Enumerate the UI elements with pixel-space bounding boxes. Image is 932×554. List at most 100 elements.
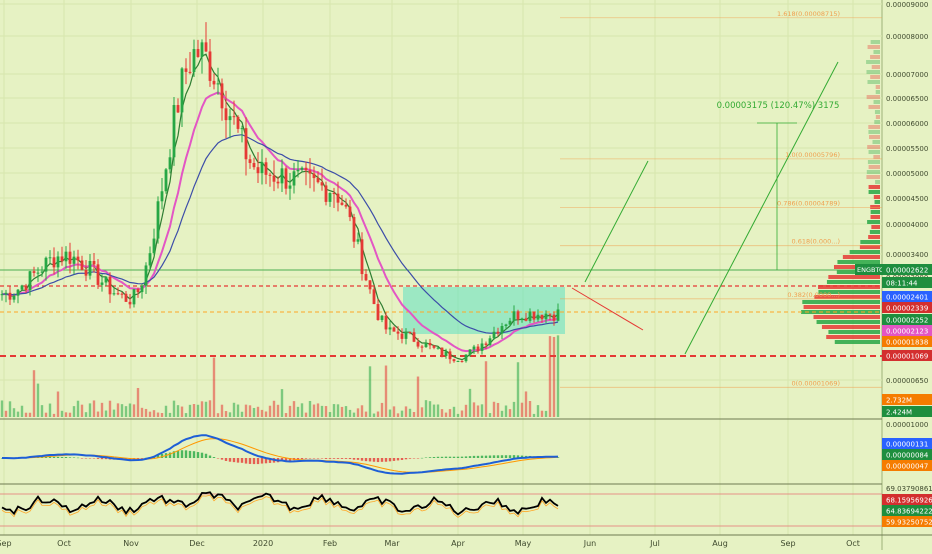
candle-body <box>48 257 52 259</box>
macd-pane[interactable]: 0.00001000 <box>0 421 929 475</box>
macd-histogram-bar <box>456 456 460 458</box>
macd-histogram-bar <box>232 458 236 463</box>
volume-bar <box>476 405 480 417</box>
candle-body <box>220 83 224 109</box>
time-tick-0[interactable]: Sep <box>0 539 12 548</box>
macd-histogram-bar <box>452 456 456 458</box>
candle-body <box>196 49 200 57</box>
profile-bar <box>868 185 880 189</box>
volume-bar <box>136 387 140 417</box>
profile-bar <box>867 160 880 164</box>
candle-body <box>388 327 392 330</box>
rsi-pane[interactable]: 69.03790861 <box>0 485 932 527</box>
macd-histogram-bar <box>76 457 80 459</box>
macd-axis-top: 0.00001000 <box>886 421 928 429</box>
price-tick-9: 0.00003400 <box>886 251 928 259</box>
volume-bar <box>464 404 468 417</box>
time-axis-ticks[interactable]: Sep Oct Nov Dec 2020 Feb Mar Apr May Jun Jul Aug Sep… <box>0 539 860 548</box>
time-tick-1[interactable]: Oct <box>57 539 71 548</box>
volume-bar <box>272 400 276 417</box>
volume-bar <box>288 405 292 417</box>
time-tick-8[interactable]: May <box>515 539 532 548</box>
candle-body <box>372 289 376 305</box>
candle-body <box>392 327 396 332</box>
candle-body <box>424 342 428 348</box>
time-tick-4[interactable]: 2020 <box>253 539 273 548</box>
time-tick-10[interactable]: Jul <box>649 539 660 548</box>
macd-histogram-bar <box>248 458 252 464</box>
time-tick-12[interactable]: Sep <box>780 539 795 548</box>
candle-body <box>176 105 180 113</box>
macd-histogram-bar <box>508 455 512 458</box>
candle-body <box>236 116 240 129</box>
candle-body <box>112 293 116 295</box>
macd-histogram-bar <box>68 457 72 458</box>
fibonacci-levels[interactable]: 1.618(0.00008715) 1.0(0.00005796) 0.786(0.… <box>560 10 882 388</box>
macd-histogram-bar <box>60 457 64 458</box>
volume-bar <box>424 400 428 417</box>
projection-arrows[interactable] <box>571 61 839 355</box>
profile-bar <box>868 125 880 129</box>
volume-bar <box>380 402 384 417</box>
profile-bar <box>873 100 880 104</box>
volume-bar <box>276 404 280 417</box>
candle-body <box>124 293 128 302</box>
candle-body <box>352 217 356 242</box>
volume-bar <box>152 410 156 417</box>
candle-body <box>216 83 220 85</box>
rsi-label-2-bg <box>882 516 932 527</box>
time-tick-2[interactable]: Nov <box>123 539 139 548</box>
rsi-label-1: 64.83694222 <box>886 508 932 516</box>
profile-bar <box>866 60 880 64</box>
macd-histogram-bar <box>432 456 436 458</box>
candle-body <box>24 285 28 291</box>
candle-body <box>308 170 312 174</box>
projection-up-arrow[interactable] <box>584 160 649 283</box>
candle-body <box>292 171 296 186</box>
volume-bar <box>48 403 52 417</box>
candle-body <box>248 159 252 164</box>
volume-bar <box>520 402 524 417</box>
time-tick-11[interactable]: Aug <box>712 539 728 548</box>
candle-body <box>204 42 208 52</box>
volume-bar <box>204 401 208 417</box>
candle-body <box>80 260 84 270</box>
candle-body <box>488 338 492 345</box>
volume-bar <box>376 411 380 417</box>
time-tick-7[interactable]: Apr <box>451 539 466 548</box>
volume-bar <box>196 404 200 417</box>
projection-down-arrow[interactable] <box>571 287 644 331</box>
candle-body <box>156 201 160 239</box>
projection-long-arrow[interactable] <box>684 61 839 355</box>
macd-histogram-bar <box>156 454 160 458</box>
candle-body <box>160 191 164 202</box>
time-tick-6[interactable]: Mar <box>384 539 400 548</box>
candle-body <box>140 285 144 293</box>
macd-histogram-bar <box>500 455 504 458</box>
volume-bar <box>388 409 392 417</box>
volume-bar <box>324 406 328 417</box>
macd-histogram-bar <box>84 458 88 459</box>
candle-body <box>508 320 512 325</box>
candle-body <box>232 116 236 118</box>
profile-bar <box>867 80 880 84</box>
candle-body <box>300 167 304 170</box>
macd-histogram-bar <box>204 453 208 458</box>
macd-histogram-bar <box>488 455 492 458</box>
volume-bar <box>228 412 232 417</box>
candle-body <box>280 168 284 184</box>
candle-body <box>60 256 64 262</box>
volume-bar <box>404 406 408 417</box>
time-tick-13[interactable]: Oct <box>846 539 860 548</box>
fib-label-4: 0.382(0.0000...) <box>787 291 840 299</box>
time-tick-3[interactable]: Dec <box>189 539 204 548</box>
time-tick-5[interactable]: Feb <box>323 539 337 548</box>
candle-body <box>64 251 68 262</box>
time-tick-9[interactable]: Jun <box>583 539 597 548</box>
candle-body <box>328 192 332 202</box>
macd-histogram-bar <box>104 458 108 460</box>
candle-body <box>460 360 464 362</box>
volume-bar <box>168 412 172 417</box>
volume-bar <box>112 409 116 417</box>
